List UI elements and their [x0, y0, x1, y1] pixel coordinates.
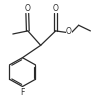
Text: O: O: [53, 4, 59, 13]
Text: O: O: [66, 27, 72, 36]
Text: O: O: [24, 4, 30, 13]
Text: F: F: [20, 88, 25, 97]
